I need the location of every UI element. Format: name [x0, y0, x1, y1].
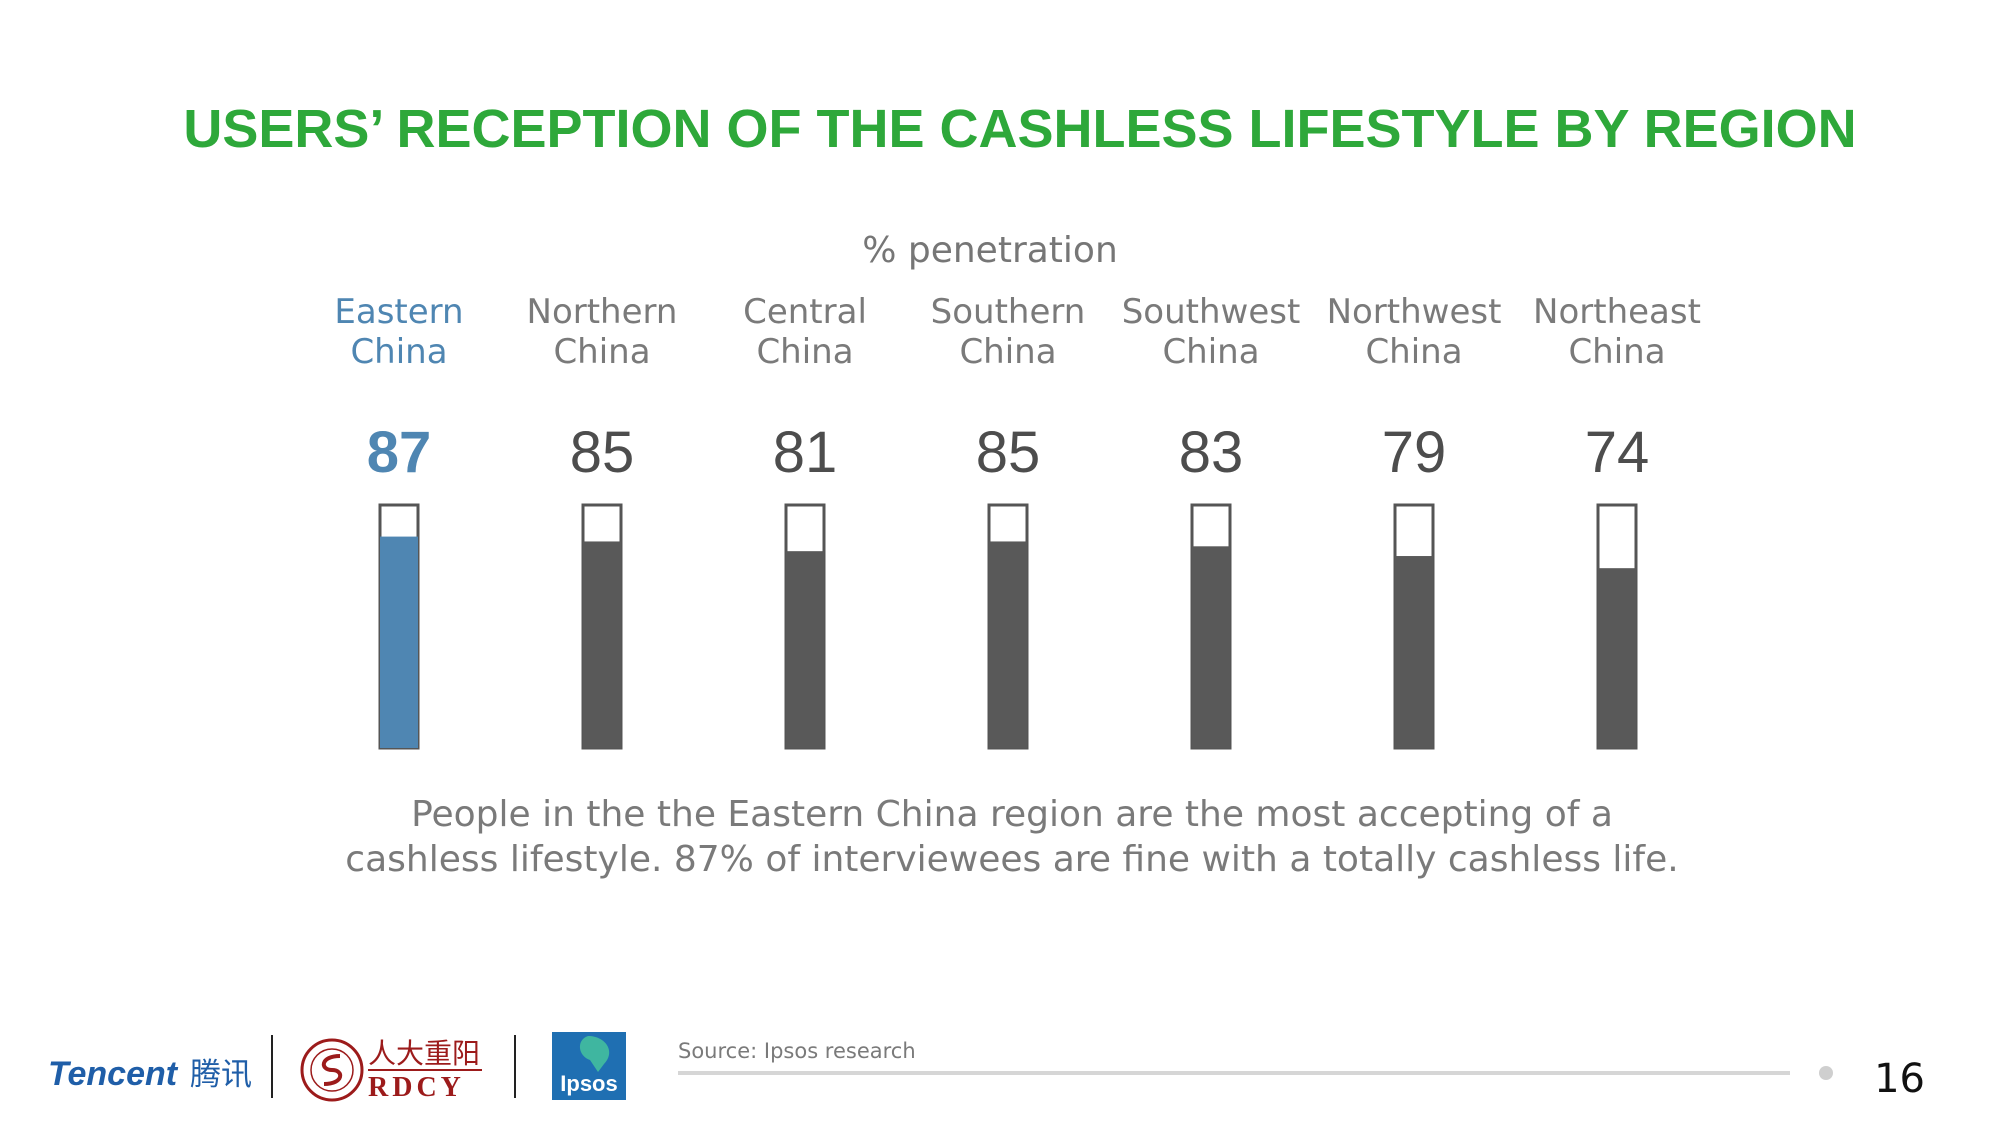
ipsos-head-icon	[579, 1036, 610, 1072]
category-label-line: China	[350, 332, 447, 372]
category-label: Central China	[743, 292, 867, 372]
value-labels: 87 85 81 85 83 79 74	[367, 420, 1650, 485]
ipsos-logo: Ipsos	[552, 1032, 626, 1100]
bar	[380, 536, 418, 748]
category-label-line: Central	[743, 292, 867, 332]
bar	[786, 551, 824, 748]
rdcy-seal-inner-icon	[310, 1048, 354, 1092]
source-note: Source: Ipsos research	[678, 1039, 916, 1063]
rdcy-seal-icon	[300, 1038, 364, 1102]
caption-line-2: cashless lifestyle. 87% of interviewees …	[345, 839, 1678, 880]
category-label-line: China	[1162, 332, 1259, 372]
rdcy-logo-text: RDCY	[368, 1072, 465, 1103]
value-label: 83	[1179, 420, 1244, 485]
caption-line-1: People in the the Eastern China region a…	[411, 794, 1613, 835]
footer-dot-icon	[1819, 1066, 1833, 1080]
category-label: Eastern China	[334, 292, 463, 372]
category-label-line: China	[756, 332, 853, 372]
value-label: 85	[570, 420, 635, 485]
category-label: Northern China	[527, 292, 678, 372]
rdcy-seal-swirl-icon	[321, 1054, 343, 1086]
category-label-line: Northwest	[1327, 292, 1502, 332]
category-label-line: Northern	[527, 292, 678, 332]
category-label-line: China	[959, 332, 1056, 372]
category-label: Southern China	[931, 292, 1086, 372]
bar	[1192, 546, 1230, 748]
tencent-logo-text: Tencent	[48, 1055, 179, 1093]
category-label-line: China	[553, 332, 650, 372]
tencent-logo: Tencent 腾讯	[48, 1055, 252, 1093]
bar	[989, 541, 1027, 748]
value-label: 87	[367, 420, 432, 485]
page-number: 16	[1874, 1056, 1925, 1102]
category-label: Southwest China	[1122, 292, 1301, 372]
category-label-line: Northeast	[1533, 292, 1701, 332]
category-label: Northeast China	[1533, 292, 1701, 372]
bar	[1598, 568, 1636, 748]
tencent-logo-cn: 腾讯	[190, 1057, 252, 1093]
category-label-line: Eastern	[334, 292, 463, 332]
bars	[378, 503, 1638, 750]
category-label-line: Southwest	[1122, 292, 1301, 332]
value-label: 85	[976, 420, 1041, 485]
category-label-line: China	[1365, 332, 1462, 372]
rdcy-logo: 人大重阳 RDCY	[300, 1037, 482, 1103]
rdcy-logo-cn: 人大重阳	[368, 1037, 480, 1070]
category-label-line: Southern	[931, 292, 1086, 332]
bar	[583, 541, 621, 748]
ipsos-logo-text: Ipsos	[560, 1071, 617, 1096]
category-label: Northwest China	[1327, 292, 1502, 372]
bar	[1395, 556, 1433, 748]
value-label: 74	[1585, 420, 1650, 485]
chart-title: USERS’ RECEPTION OF THE CASHLESS LIFESTY…	[183, 99, 1856, 159]
chart-subtitle: % penetration	[862, 230, 1118, 271]
value-label: 79	[1382, 420, 1447, 485]
category-label-line: China	[1568, 332, 1665, 372]
value-label: 81	[773, 420, 838, 485]
